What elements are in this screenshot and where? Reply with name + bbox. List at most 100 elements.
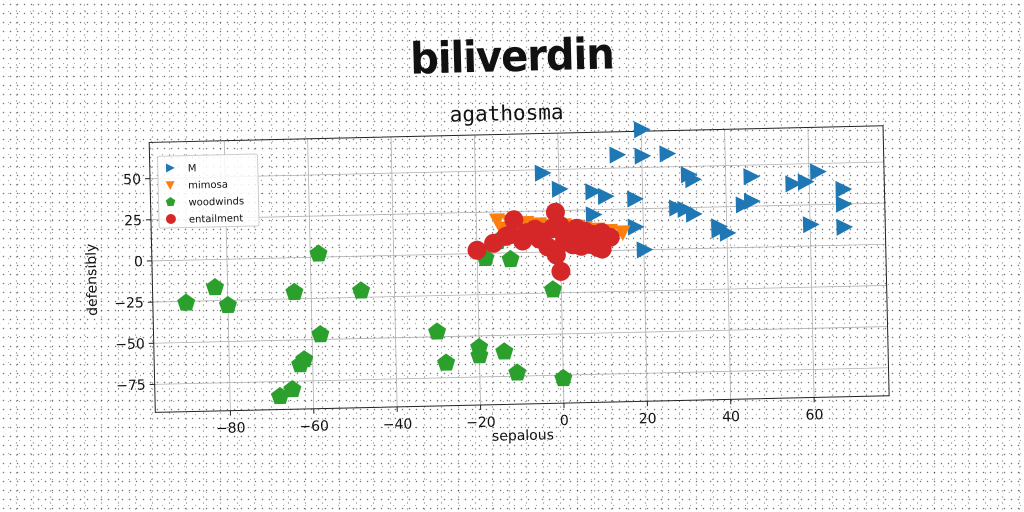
data-point: [508, 363, 527, 381]
data-point: [205, 277, 225, 296]
x-tick-label: 20: [639, 411, 657, 427]
data-point: [271, 386, 290, 405]
data-point: [585, 206, 603, 224]
data-point: [218, 295, 237, 314]
y-grid-line: [151, 243, 886, 262]
data-point: [291, 355, 310, 373]
data-point: [467, 240, 487, 260]
y-grid-line: [153, 326, 888, 344]
x-grid-line: [307, 138, 315, 409]
data-point: [546, 245, 566, 265]
series-woodwinds: [177, 232, 573, 405]
x-tick-label: −60: [299, 418, 329, 435]
data-point: [554, 368, 573, 387]
x-grid-line: [390, 136, 398, 407]
legend-label: mimosa: [188, 180, 228, 192]
x-grid-line: [807, 127, 815, 398]
data-point: [634, 147, 652, 165]
legend-box: [157, 153, 260, 229]
data-point: [668, 199, 686, 217]
data-point: [585, 183, 602, 201]
y-tick-label: −75: [116, 378, 146, 395]
data-point: [685, 171, 702, 189]
y-grid-line: [152, 285, 887, 303]
y-axis-label: defensibly: [83, 243, 101, 316]
data-point: [551, 180, 569, 198]
data-point: [488, 213, 506, 230]
y-tick-label: 50: [123, 172, 141, 188]
data-point: [633, 121, 651, 139]
data-point: [809, 163, 827, 181]
data-point: [677, 200, 695, 219]
x-tick-label: 60: [805, 407, 823, 423]
x-tick-label: 40: [722, 409, 740, 425]
data-point: [835, 195, 853, 213]
legend-marker: [165, 196, 176, 207]
data-point: [352, 281, 371, 299]
axis-ticks: −80 −60 −40 −20 0 20 40 60 −75 −50 −25 0 25 50: [114, 172, 823, 437]
x-axis-label: sepalous: [492, 427, 554, 444]
data-point: [513, 231, 533, 251]
data-point: [550, 215, 570, 235]
data-point: [592, 239, 612, 259]
data-point: [543, 280, 562, 298]
data-point: [685, 205, 703, 223]
data-point: [735, 196, 753, 214]
x-tick-label: 0: [560, 413, 569, 429]
legend-label: woodwinds: [188, 196, 244, 208]
y-grid-line: [150, 161, 884, 180]
data-point: [836, 218, 854, 236]
chart-plot-group: agathosma −80 −60 −40 −20 0 20 40 60 −75 −50 −25 0 2…: [83, 100, 890, 445]
data-point: [636, 241, 654, 259]
y-tick-label: −25: [114, 295, 144, 312]
y-tick-label: 0: [134, 254, 143, 270]
data-point: [835, 180, 853, 198]
series-m: [534, 121, 854, 259]
data-point: [437, 353, 456, 371]
data-point: [743, 168, 761, 186]
data-point: [719, 224, 737, 242]
data-point: [534, 164, 552, 182]
data-point: [797, 173, 815, 191]
legend-label: M: [188, 163, 197, 174]
data-point: [529, 229, 549, 249]
data-point: [285, 282, 304, 301]
x-grid-line: [474, 135, 481, 405]
y-tick-label: 25: [124, 213, 142, 229]
data-point: [802, 216, 820, 234]
data-point: [311, 325, 330, 343]
legend-marker: [165, 181, 175, 190]
legend-marker: [165, 213, 176, 224]
x-tick-label: −40: [383, 417, 413, 434]
data-point: [428, 322, 447, 340]
data-point: [609, 146, 627, 164]
data-point: [177, 293, 196, 311]
series-entailment: [467, 202, 620, 281]
x-tick-label: −80: [216, 420, 246, 437]
y-tick-label: −50: [115, 336, 145, 353]
legend-marker: [165, 163, 175, 173]
data-point: [659, 145, 677, 163]
data-point: [504, 210, 524, 230]
plot-frame: [148, 125, 890, 413]
data-point: [501, 249, 520, 268]
legend-label: entailment: [189, 213, 244, 225]
data-point: [627, 218, 645, 236]
data-point: [551, 261, 571, 281]
x-tick-label: −20: [466, 415, 496, 432]
data-point: [597, 187, 615, 206]
data-point: [627, 190, 644, 208]
data-point: [614, 225, 631, 242]
data-point: [571, 228, 591, 248]
data-point: [785, 175, 803, 193]
data-point: [495, 342, 514, 360]
x-grid-line: [640, 131, 648, 402]
data-marks: [177, 121, 854, 405]
chart-title: agathosma: [449, 100, 563, 127]
data-point: [470, 346, 489, 364]
data-point: [309, 244, 328, 262]
x-grid-line: [724, 129, 732, 400]
